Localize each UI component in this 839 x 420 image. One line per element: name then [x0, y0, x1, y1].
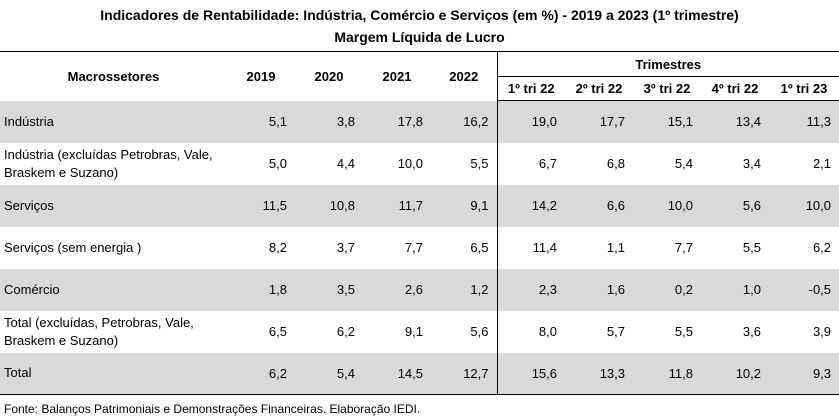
cell-value: 9,1: [431, 184, 497, 227]
table-row: Total (excluídas, Petrobras, Vale, Brask…: [0, 310, 839, 353]
cell-value: 5,1: [227, 100, 295, 143]
cell-value: 5,0: [268, 156, 287, 171]
profitability-table: Macrossetores 2019 2020 2021 2022 Trimes…: [0, 51, 839, 395]
cell-value: 4,4: [336, 156, 355, 171]
row-label: Serviços (sem energia ): [4, 239, 142, 255]
cell-value: 11,8: [633, 352, 701, 395]
cell-value: 2,3: [496, 268, 565, 311]
cell-value: 14,5: [363, 352, 431, 395]
cell-value: 8,0: [496, 310, 565, 353]
cell-value: 9,3: [769, 352, 839, 395]
cell-value: 5,7: [606, 324, 625, 339]
cell-value: 5,4: [295, 352, 363, 395]
table-row: Serviços (sem energia ) 8,2 3,7 7,7 6,5 …: [0, 226, 839, 269]
row-label: Indústria: [0, 100, 227, 143]
source-note: Fonte: Balanços Patrimoniais e Demonstra…: [4, 402, 421, 416]
header-year: 2020: [295, 51, 363, 101]
cell-value: 11,5: [227, 184, 295, 227]
cell-value: 11,4: [496, 226, 565, 269]
cell-value: 6,5: [268, 324, 287, 339]
header-year: 2021: [363, 51, 431, 101]
cell-value: 7,7: [674, 240, 693, 255]
cell-value: 6,6: [565, 184, 633, 227]
cell-value: 10,2: [701, 352, 769, 395]
header-quarter: 4º tri 22: [701, 76, 769, 101]
header-year: 2019: [227, 51, 295, 101]
cell-value: 19,0: [496, 100, 565, 143]
table-row: Comércio 1,8 3,5 2,6 1,2 2,3 1,6 0,2 1,0…: [0, 268, 839, 311]
header-quarter: 1º tri 22: [496, 76, 565, 101]
cell-value: 0,2: [633, 268, 701, 311]
cell-value: 13,3: [565, 352, 633, 395]
cell-value: 3,7: [336, 240, 355, 255]
cell-value: 5,5: [470, 156, 489, 171]
cell-value: 17,8: [363, 100, 431, 143]
cell-value: 15,1: [633, 100, 701, 143]
cell-value: 2,6: [363, 268, 431, 311]
cell-value: 2,1: [812, 156, 832, 171]
cell-value: 6,2: [812, 240, 832, 255]
cell-value: 10,0: [397, 156, 423, 171]
cell-value: 3,4: [742, 156, 761, 171]
cell-value: 12,7: [431, 352, 497, 395]
row-label: Total: [0, 352, 227, 395]
report-title: Indicadores de Rentabilidade: Indústria,…: [100, 7, 739, 23]
table-row: Serviços 11,5 10,8 11,7 9,1 14,2 6,6 10,…: [0, 184, 839, 227]
cell-value: 5,4: [674, 156, 693, 171]
cell-value: 3,8: [295, 100, 363, 143]
cell-value: 6,2: [336, 324, 355, 339]
cell-value: 15,6: [496, 352, 565, 395]
cell-value: 6,2: [227, 352, 295, 395]
cell-value: 3,6: [742, 324, 761, 339]
header-quarter: 1º tri 23: [769, 76, 839, 101]
report-subtitle: Margem Líquida de Lucro: [334, 29, 505, 45]
cell-value: 9,1: [404, 324, 423, 339]
table-row: Total 6,2 5,4 14,5 12,7 15,6 13,3 11,8 1…: [0, 352, 839, 395]
cell-value: 3,5: [295, 268, 363, 311]
cell-value: 6,7: [496, 142, 565, 185]
cell-value: 6,8: [606, 156, 625, 171]
table-row: Indústria 5,1 3,8 17,8 16,2 19,0 17,7 15…: [0, 100, 839, 143]
cell-value: 1,2: [431, 268, 497, 311]
cell-value: 5,5: [674, 324, 693, 339]
table-row: Indústria (excluídas Petrobras, Vale, Br…: [0, 142, 839, 185]
cell-value: 14,2: [496, 184, 565, 227]
header-year: 2022: [431, 51, 497, 101]
cell-value: 10,0: [769, 184, 839, 227]
row-label: Indústria (excluídas Petrobras, Vale, Br…: [4, 146, 213, 180]
row-label: Serviços: [0, 184, 227, 227]
cell-value: 5,6: [470, 324, 489, 339]
cell-value: 5,6: [701, 184, 769, 227]
cell-value: 1,8: [227, 268, 295, 311]
cell-value: 1,1: [606, 240, 625, 255]
row-label: Comércio: [0, 268, 227, 311]
cell-value: 17,7: [565, 100, 633, 143]
header-sector: Macrossetores: [0, 51, 227, 101]
cell-value: 10,0: [633, 184, 701, 227]
cell-value: 6,5: [470, 240, 489, 255]
cell-value: 7,7: [404, 240, 423, 255]
header-quarter: 3º tri 22: [633, 76, 701, 101]
cell-value: 1,0: [701, 268, 769, 311]
cell-value: 11,7: [363, 184, 431, 227]
row-label: Total (excluídas, Petrobras, Vale, Brask…: [4, 314, 194, 348]
cell-value: 16,2: [431, 100, 497, 143]
cell-value: 10,8: [295, 184, 363, 227]
cell-value: -0,5: [769, 268, 839, 311]
cell-value: 13,4: [701, 100, 769, 143]
cell-value: 11,3: [769, 100, 839, 143]
header-quarters-group: Trimestres: [496, 51, 839, 77]
cell-value: 1,6: [565, 268, 633, 311]
cell-value: 8,2: [268, 240, 287, 255]
header-quarter: 2º tri 22: [565, 76, 633, 101]
cell-value: 3,9: [812, 324, 832, 339]
cell-value: 5,5: [742, 240, 761, 255]
